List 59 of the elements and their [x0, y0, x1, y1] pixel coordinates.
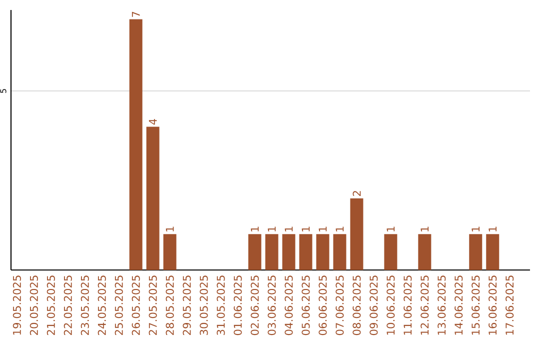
x-tick-label: 21.05.2025: [46, 276, 55, 336]
x-tick-label: 14.06.2025: [454, 276, 463, 335]
bar: [129, 19, 142, 270]
x-tick-label: 20.05.2025: [30, 276, 38, 336]
y-tick-label: 5: [0, 89, 6, 93]
x-tick-label: 16.06.2025: [488, 276, 497, 335]
x-tick-label: 23.05.2025: [80, 276, 89, 336]
x-tick-label: 31.05.2025: [216, 276, 225, 335]
bar: [282, 234, 296, 270]
x-tick-label: 07.06.2025: [336, 276, 344, 336]
bar: [469, 234, 482, 270]
data-label: 1: [302, 226, 310, 232]
x-tick-label: 01.06.2025: [234, 276, 242, 336]
x-tick-label: 10.06.2025: [386, 276, 395, 335]
x-tick-label: 11.06.2025: [404, 276, 412, 335]
x-tick-label: 22.05.2025: [64, 276, 72, 336]
data-label: 1: [420, 226, 429, 232]
x-tick-label: 02.06.2025: [250, 276, 259, 336]
bar: [265, 234, 278, 270]
x-tick-label: 15.06.2025: [472, 276, 480, 335]
bar: [146, 126, 160, 270]
x-tick-label: 30.05.2025: [200, 276, 208, 335]
x-tick-label: 04.06.2025: [284, 276, 293, 336]
x-tick-label: 08.06.2025: [352, 276, 361, 336]
data-label: 1: [166, 226, 174, 232]
x-tick-label: 27.05.2025: [148, 276, 157, 336]
x-tick-label: 03.06.2025: [268, 276, 276, 336]
x-tick-label: 05.06.2025: [302, 276, 310, 336]
data-label: 1: [318, 226, 327, 232]
x-tick-label: 12.06.2025: [420, 276, 429, 335]
data-label: 1: [386, 226, 395, 232]
bar: [350, 198, 364, 270]
x-tick-label: 29.05.2025: [182, 276, 191, 336]
x-tick-label: 26.05.2025: [132, 276, 140, 336]
data-label: 2: [352, 191, 361, 196]
bar: [316, 234, 330, 270]
data-label: 7: [132, 12, 140, 17]
data-label: 1: [284, 226, 293, 232]
data-label: 1: [268, 226, 276, 232]
bar: [248, 234, 262, 270]
bar: [486, 234, 500, 270]
data-label: 1: [336, 226, 344, 232]
bar: [299, 234, 312, 270]
bar: [418, 234, 432, 270]
x-tick-label: 24.05.2025: [98, 276, 106, 336]
bar: [163, 234, 176, 270]
x-tick-label: 17.06.2025: [506, 276, 514, 335]
x-tick-label: 06.06.2025: [318, 276, 327, 336]
x-tick-label: 13.06.2025: [438, 276, 446, 335]
x-tick-label: 28.05.2025: [166, 276, 174, 336]
x-tick-label: 25.05.2025: [114, 276, 123, 336]
data-label: 1: [250, 226, 259, 232]
x-tick-label: 19.05.2025: [12, 276, 21, 335]
data-label: 1: [488, 226, 497, 232]
x-tick-label: 09.06.2025: [370, 276, 378, 336]
data-label: 1: [472, 226, 480, 232]
bar: [384, 234, 398, 270]
data-label: 4: [148, 118, 157, 125]
bar: [333, 234, 346, 270]
